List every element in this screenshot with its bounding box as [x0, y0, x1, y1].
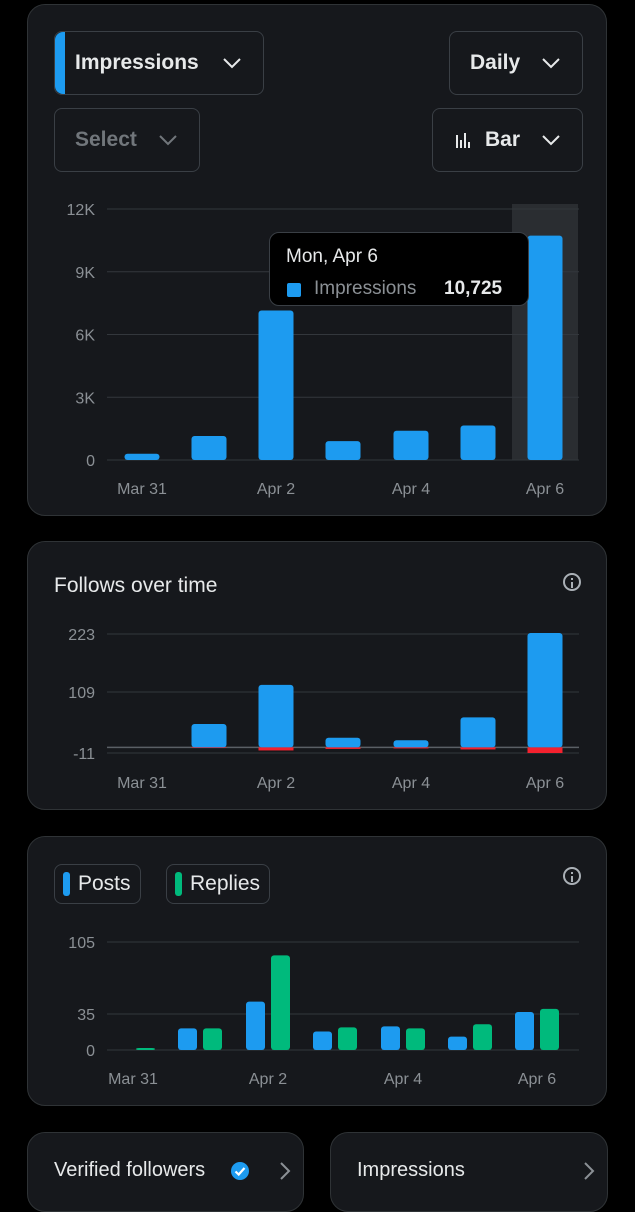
impressions-bar-chart: 0 3K 6K 9K 12K Mar 31 Apr 2 Apr 4 Apr 6 [67, 202, 579, 498]
x-tick-label: Apr 2 [257, 775, 295, 792]
legend-posts-label: Posts [78, 872, 131, 895]
follows-card-title: Follows over time [54, 574, 218, 597]
bar-posts [178, 1028, 197, 1050]
chart-tooltip: Mon, Apr 6 Impressions 10,725 [269, 232, 529, 306]
info-icon[interactable] [563, 867, 581, 885]
y-tick-label: 9K [75, 265, 95, 282]
y-tick-label: 3K [75, 390, 95, 407]
x-tick-label: Apr 6 [526, 481, 564, 498]
x-tick-label: Apr 2 [249, 1071, 287, 1088]
bar-posts [381, 1026, 400, 1050]
bar-impressions [527, 235, 563, 460]
legend-replies[interactable]: Replies [166, 864, 270, 904]
compare-select[interactable]: Select [54, 108, 200, 172]
y-tick-label: 35 [77, 1007, 95, 1024]
bar-impressions [124, 453, 160, 460]
x-tick-label: Mar 31 [117, 775, 167, 792]
bar-follows [527, 632, 563, 748]
bar-posts [313, 1031, 332, 1050]
bar-chart-icon [455, 131, 471, 149]
y-tick-label: 6K [75, 328, 95, 345]
bar-replies [540, 1008, 559, 1050]
bar-replies [203, 1028, 222, 1050]
legend-posts[interactable]: Posts [54, 864, 141, 904]
replies-color-swatch [175, 872, 182, 896]
bar-posts [246, 1001, 265, 1050]
bar-follows [191, 724, 227, 748]
bar-unfollows [258, 747, 294, 751]
interval-select-label: Daily [470, 51, 521, 74]
impressions-summary-label: Impressions [357, 1159, 465, 1181]
bar-follows [258, 684, 294, 748]
y-tick-label: 109 [68, 685, 95, 702]
bar-replies [338, 1027, 357, 1050]
info-icon[interactable] [563, 573, 581, 591]
bar-impressions [460, 425, 496, 460]
impressions-summary-card[interactable]: Impressions [330, 1132, 608, 1212]
posts-color-swatch [63, 872, 70, 896]
interval-select[interactable]: Daily [449, 31, 583, 95]
bar-unfollows [527, 747, 563, 753]
x-tick-label: Apr 2 [257, 481, 295, 498]
chevron-down-icon [542, 58, 560, 69]
x-tick-label: Apr 4 [392, 481, 430, 498]
metric-color-accent [55, 32, 65, 94]
bar-unfollows [325, 747, 361, 749]
x-tick-label: Apr 6 [518, 1071, 556, 1088]
y-tick-label: 105 [68, 935, 95, 952]
x-tick-label: Apr 4 [392, 775, 430, 792]
bar-impressions [325, 441, 361, 460]
x-tick-label: Apr 6 [526, 775, 564, 792]
posts-replies-chart-card: Posts Replies 0 35 105 Mar 31 Apr 2 Apr 4 Apr … [27, 836, 607, 1106]
impressions-chart-card: Impressions Daily Select Bar 0 3K 6 [27, 4, 607, 516]
compare-select-label: Select [75, 128, 137, 151]
chevron-right-icon [584, 1162, 595, 1185]
y-tick-label: 0 [86, 453, 95, 470]
posts-replies-bar-chart: 0 35 105 Mar 31 Apr 2 Apr 4 Apr 6 [68, 935, 579, 1088]
follows-bar-chart: -11 109 223 Mar 31 Apr 2 Apr 4 Apr 6 [68, 627, 579, 792]
x-tick-label: Apr 4 [384, 1071, 422, 1088]
bar-impressions [258, 310, 294, 460]
y-tick-label: 12K [67, 202, 96, 219]
chevron-right-icon [280, 1162, 291, 1185]
tooltip-value: 10,725 [444, 278, 503, 299]
bar-unfollows [460, 747, 496, 750]
y-tick-label: 223 [68, 627, 95, 644]
follows-chart-card: Follows over time -11 109 223 Mar 31 Apr 2 Ap… [27, 541, 607, 810]
bar-unfollows [393, 747, 429, 749]
bar-impressions [191, 435, 227, 460]
x-tick-label: Mar 31 [108, 1071, 158, 1088]
chevron-down-icon [542, 135, 560, 146]
tooltip-series-name: Impressions [314, 278, 417, 299]
bar-replies [271, 955, 290, 1050]
metric-select-label: Impressions [75, 51, 199, 74]
tooltip-date: Mon, Apr 6 [286, 246, 378, 267]
bar-replies [136, 1048, 155, 1050]
chevron-down-icon [159, 135, 177, 146]
metric-select[interactable]: Impressions [54, 31, 264, 95]
x-tick-label: Mar 31 [117, 481, 167, 498]
chart-type-label: Bar [485, 128, 521, 151]
bar-replies [406, 1028, 425, 1050]
y-tick-label: 0 [86, 1043, 95, 1060]
verified-badge-icon [230, 1161, 250, 1186]
bar-posts [515, 1011, 534, 1050]
tooltip-series-swatch [287, 283, 301, 297]
bar-follows [393, 740, 429, 748]
chart-type-select[interactable]: Bar [432, 108, 583, 172]
bar-follows [460, 717, 496, 748]
bar-follows [325, 737, 361, 748]
bar-replies [473, 1024, 492, 1050]
verified-followers-label: Verified followers [54, 1159, 206, 1181]
chevron-down-icon [223, 58, 241, 69]
legend-replies-label: Replies [190, 872, 261, 895]
y-tick-label: -11 [73, 746, 95, 763]
bar-unfollows [191, 747, 227, 748]
bar-posts [448, 1036, 467, 1050]
verified-followers-card[interactable]: Verified followers [27, 1132, 304, 1212]
bar-impressions [393, 430, 429, 460]
